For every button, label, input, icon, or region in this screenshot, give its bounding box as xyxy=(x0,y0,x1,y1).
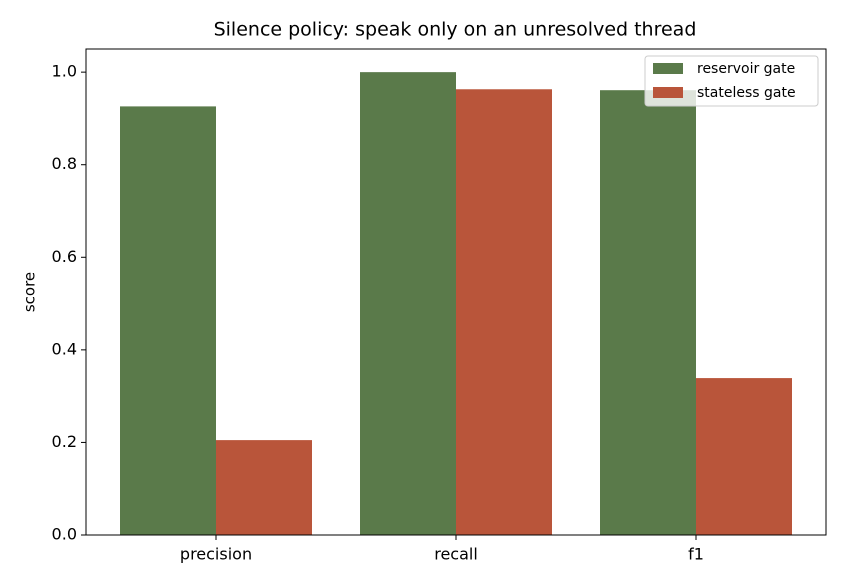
bar xyxy=(360,72,456,536)
legend-label: reservoir gate xyxy=(697,61,795,77)
x-tick-label: f1 xyxy=(688,545,704,564)
y-axis-label: score xyxy=(21,272,39,312)
bar xyxy=(120,106,216,535)
bar xyxy=(600,90,696,536)
bar xyxy=(696,378,792,535)
chart-title: Silence policy: speak only on an unresol… xyxy=(214,19,697,41)
x-tick-label: recall xyxy=(434,545,478,564)
y-tick-label: 0.2 xyxy=(52,432,77,451)
bar xyxy=(456,89,552,536)
bar xyxy=(216,440,312,535)
y-tick-label: 0.4 xyxy=(52,339,77,358)
y-tick-label: 1.0 xyxy=(52,62,77,81)
plot-frame xyxy=(85,48,827,536)
legend-label: stateless gate xyxy=(697,85,796,101)
y-tick-label: 0.8 xyxy=(52,154,77,173)
legend-swatch xyxy=(653,87,683,98)
legend-swatch xyxy=(653,63,683,74)
legend-box xyxy=(644,55,819,107)
x-tick-label: precision xyxy=(180,545,252,564)
y-tick-label: 0.0 xyxy=(52,525,77,544)
y-tick-label: 0.6 xyxy=(52,247,77,266)
